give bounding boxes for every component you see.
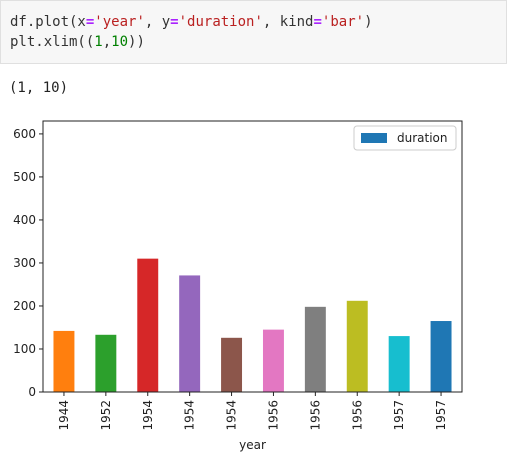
x-tick-label: 1956 [308,400,322,431]
code-token: ) [364,14,373,30]
bar [221,337,243,392]
code-token: 10 [111,34,129,50]
legend-label: duration [397,131,448,145]
code-token: 'duration' [178,14,263,30]
bar [179,275,201,392]
code-token: = [313,14,322,30]
x-tick-label: 1956 [350,400,364,431]
code-token: , [102,34,112,50]
bar [430,321,452,392]
code-token: )) [128,34,145,50]
bar [53,330,75,392]
code-token: , y [144,14,171,30]
y-tick-label: 300 [13,256,36,270]
bar [388,336,410,392]
code-line: plt.xlim((1,10)) [10,33,145,51]
x-tick-label: 1954 [141,400,155,431]
output-text: (1, 10) [9,80,69,96]
legend-box [353,125,457,151]
code-token: = [85,14,95,30]
y-tick-label: 400 [13,213,36,227]
x-tick-label: 1954 [183,400,197,431]
y-tick-label: 0 [28,385,36,399]
y-tick-label: 100 [13,342,36,356]
code-token: 'year' [94,14,145,30]
plot-frame [42,120,463,393]
code-token: df.plot(x [10,14,86,30]
x-tick-label: 1954 [225,400,239,431]
x-tick-label: 1957 [434,400,448,431]
x-axis-label: year [239,438,266,452]
y-tick-label: 200 [13,299,36,313]
code-token: 'bar' [321,14,365,30]
x-tick-label: 1956 [266,400,280,431]
legend-swatch [361,133,387,143]
bar [304,306,326,392]
code-token: = [170,14,179,30]
bar [95,334,117,392]
bars-group [53,258,452,392]
bar [137,258,159,392]
y-tick-label: 500 [13,170,36,184]
x-tick-label: 1944 [57,400,71,431]
bar [346,300,368,392]
code-token: plt.xlim(( [10,34,95,50]
code-cell[interactable]: df.plot(x='year', y='duration', kind='ba… [0,0,507,64]
bar [262,329,284,392]
x-tick-label: 1952 [99,400,113,431]
bar-chart: 0 100 200 300 400 500 600 1944 1952 1954 1954 1954 1… [13,120,463,452]
code-line: df.plot(x='year', y='duration', kind='ba… [10,13,373,31]
x-tick-label: 1957 [392,400,406,431]
code-token: 1 [94,34,103,50]
y-tick-label: 600 [13,127,36,141]
code-token: , kind [262,14,314,30]
